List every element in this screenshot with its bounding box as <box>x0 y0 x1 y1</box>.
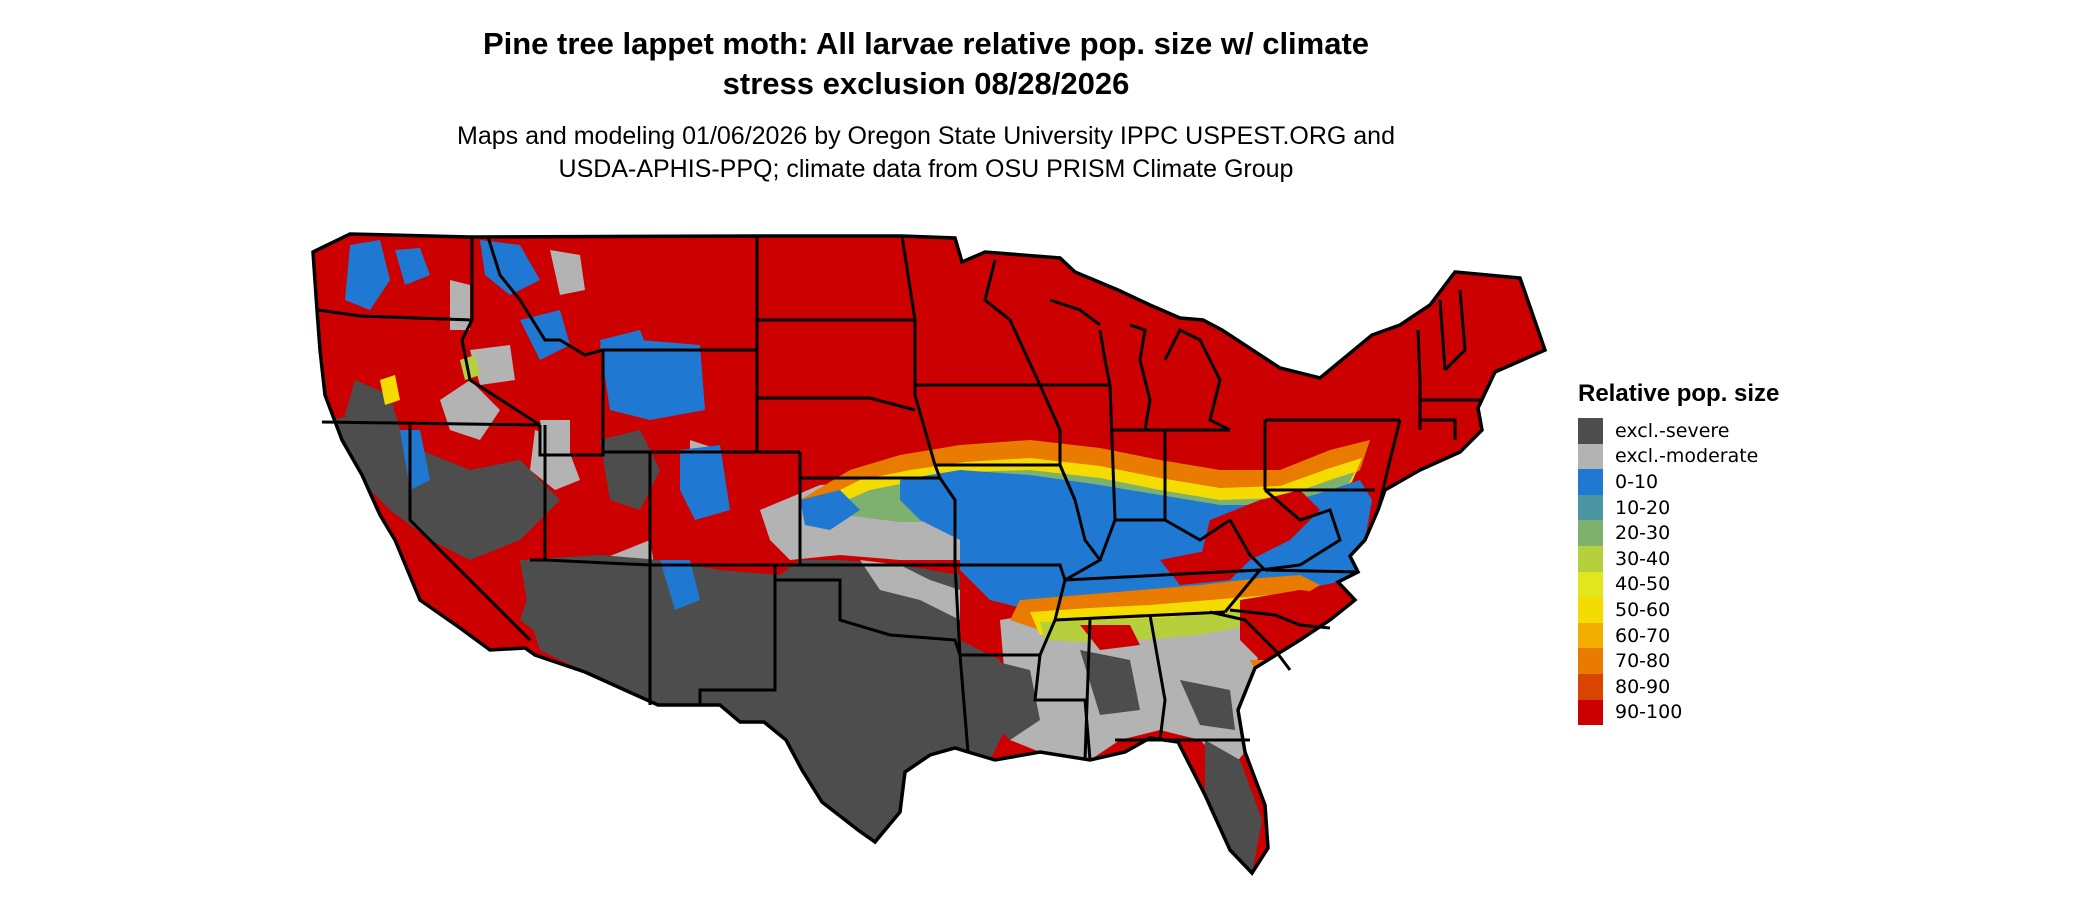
legend-swatch <box>1578 469 1603 495</box>
legend-item: excl.-moderate <box>1578 443 1779 470</box>
legend-item: 10-20 <box>1578 494 1779 521</box>
legend-label: excl.-severe <box>1615 419 1730 442</box>
us-map <box>311 232 1548 876</box>
legend-swatch <box>1578 494 1603 521</box>
legend-title: Relative pop. size <box>1578 380 1780 407</box>
legend-item: 20-30 <box>1578 520 1779 546</box>
legend-label: 40-50 <box>1615 573 1671 596</box>
legend-label: 0-10 <box>1615 470 1659 493</box>
legend-swatch <box>1578 545 1603 572</box>
legend-label: 60-70 <box>1615 624 1671 647</box>
legend-swatch <box>1578 571 1603 598</box>
legend-label: excl.-moderate <box>1615 445 1759 468</box>
legend-swatch <box>1578 443 1603 470</box>
legend-label: 20-30 <box>1615 522 1671 545</box>
legend-label: 30-40 <box>1615 547 1671 570</box>
legend-item: 30-40 <box>1578 545 1779 572</box>
legend: Relative pop. size excl.-severe excl.-mod… <box>1578 380 1780 726</box>
map-subtitle: Maps and modeling 01/06/2026 by Oregon S… <box>0 120 1852 186</box>
legend-swatch <box>1578 418 1603 444</box>
legend-label: 50-60 <box>1615 598 1671 621</box>
legend-swatch <box>1578 622 1603 649</box>
legend-item: 50-60 <box>1578 597 1779 623</box>
legend-item: 40-50 <box>1578 571 1779 598</box>
legend-swatch <box>1578 673 1603 700</box>
subtitle-line-1: Maps and modeling 01/06/2026 by Oregon S… <box>457 122 1395 150</box>
title-line-2: stress exclusion 08/28/2026 <box>722 66 1130 101</box>
legend-label: 10-20 <box>1615 496 1671 519</box>
legend-swatch <box>1578 648 1603 674</box>
map-title: Pine tree lappet moth: All larvae relati… <box>0 24 1852 104</box>
title-line-1: Pine tree lappet moth: All larvae relati… <box>482 26 1370 61</box>
state-boundaries <box>311 232 1548 876</box>
population-fill <box>313 234 1545 873</box>
legend-label: 90-100 <box>1615 701 1683 724</box>
legend-label: 80-90 <box>1615 675 1671 698</box>
legend-label: 70-80 <box>1615 650 1671 673</box>
subtitle-line-2: USDA-APHIS-PPQ; climate data from OSU PR… <box>558 155 1294 183</box>
legend-swatch <box>1578 597 1603 623</box>
legend-items: excl.-severe excl.-moderate 0-10 10-20 20-30… <box>1578 418 1779 726</box>
legend-swatch <box>1578 520 1603 546</box>
legend-item: 90-100 <box>1578 699 1779 726</box>
legend-item: 0-10 <box>1578 469 1779 495</box>
legend-item: 60-70 <box>1578 622 1779 649</box>
legend-item: 70-80 <box>1578 648 1779 674</box>
legend-item: 80-90 <box>1578 673 1779 700</box>
legend-item: excl.-severe <box>1578 418 1779 444</box>
legend-swatch <box>1578 699 1603 726</box>
